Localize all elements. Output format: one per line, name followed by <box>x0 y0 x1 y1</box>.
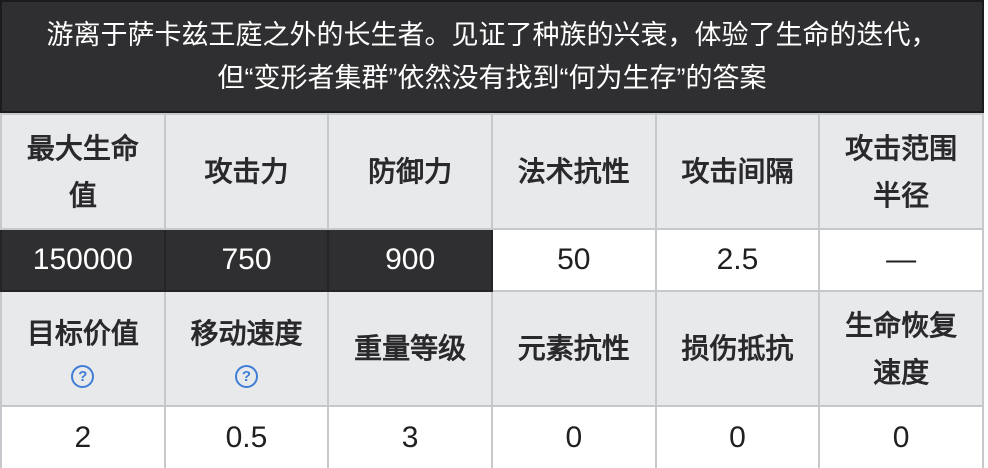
header-attack-interval: 攻击间隔 <box>654 113 821 230</box>
value-attack-interval: 2.5 <box>654 228 821 292</box>
header-damage-resist-label: 损伤抵抗 <box>681 333 794 364</box>
stats-value-row-1: 150000 750 900 50 2.5 — <box>0 228 984 292</box>
header-defense: 防御力 <box>327 113 493 230</box>
header-attack: 攻击力 <box>163 113 330 230</box>
value-target-value: 2 <box>0 405 166 468</box>
value-elemental-resist: 0 <box>490 405 657 468</box>
help-icon[interactable]: ? <box>71 364 95 388</box>
header-hp-regen: 生命恢复速度 <box>818 290 984 407</box>
header-move-speed-label: 移动速度 <box>190 317 303 349</box>
header-elemental-resist: 元素抗性 <box>490 290 657 407</box>
value-max-hp: 150000 <box>0 228 166 292</box>
enemy-description-text: 游离于萨卡兹王庭之外的长生者。见证了种族的兴衰，体验了生命的迭代，但“变形者集群… <box>46 19 938 93</box>
header-attack-radius: 攻击范围半径 <box>818 113 984 230</box>
header-elemental-resist-label: 元素抗性 <box>517 333 630 364</box>
header-max-hp-label: 最大生命值 <box>26 132 139 211</box>
header-defense-label: 防御力 <box>368 156 453 187</box>
header-max-hp: 最大生命值 <box>0 113 166 230</box>
header-weight-level: 重量等级 <box>327 290 493 407</box>
header-damage-resist: 损伤抵抗 <box>654 290 821 407</box>
header-target-value: 目标价值 ? <box>0 290 166 407</box>
enemy-stats-table: 最大生命值 攻击力 防御力 法术抗性 攻击间隔 攻击范围半径 150000 75… <box>0 113 984 468</box>
header-weight-level-label: 重量等级 <box>354 333 467 364</box>
stats-value-row-2: 2 0.5 3 0 0 0 <box>0 405 984 468</box>
header-move-speed: 移动速度 ? <box>163 290 330 407</box>
value-defense: 900 <box>327 228 493 292</box>
value-arts-resist: 50 <box>490 228 657 292</box>
header-attack-label: 攻击力 <box>204 156 289 187</box>
header-attack-interval-label: 攻击间隔 <box>681 156 794 187</box>
header-target-value-label: 目标价值 <box>26 317 139 349</box>
value-attack: 750 <box>163 228 330 292</box>
value-weight-level: 3 <box>327 405 493 468</box>
header-arts-resist-label: 法术抗性 <box>517 156 630 187</box>
enemy-description-banner: 游离于萨卡兹王庭之外的长生者。见证了种族的兴衰，体验了生命的迭代，但“变形者集群… <box>0 0 984 113</box>
stats-header-row-1: 最大生命值 攻击力 防御力 法术抗性 攻击间隔 攻击范围半径 <box>0 113 984 230</box>
value-attack-radius: — <box>818 228 984 292</box>
value-damage-resist: 0 <box>654 405 821 468</box>
header-arts-resist: 法术抗性 <box>490 113 657 230</box>
help-icon[interactable]: ? <box>234 364 258 388</box>
value-hp-regen: 0 <box>818 405 984 468</box>
value-move-speed: 0.5 <box>163 405 330 468</box>
stats-header-row-2: 目标价值 ? 移动速度 ? 重量等级 元素抗性 损伤抵抗 生命恢复速度 <box>0 290 984 407</box>
header-attack-radius-label: 攻击范围半径 <box>845 132 958 211</box>
header-hp-regen-label: 生命恢复速度 <box>845 309 958 388</box>
